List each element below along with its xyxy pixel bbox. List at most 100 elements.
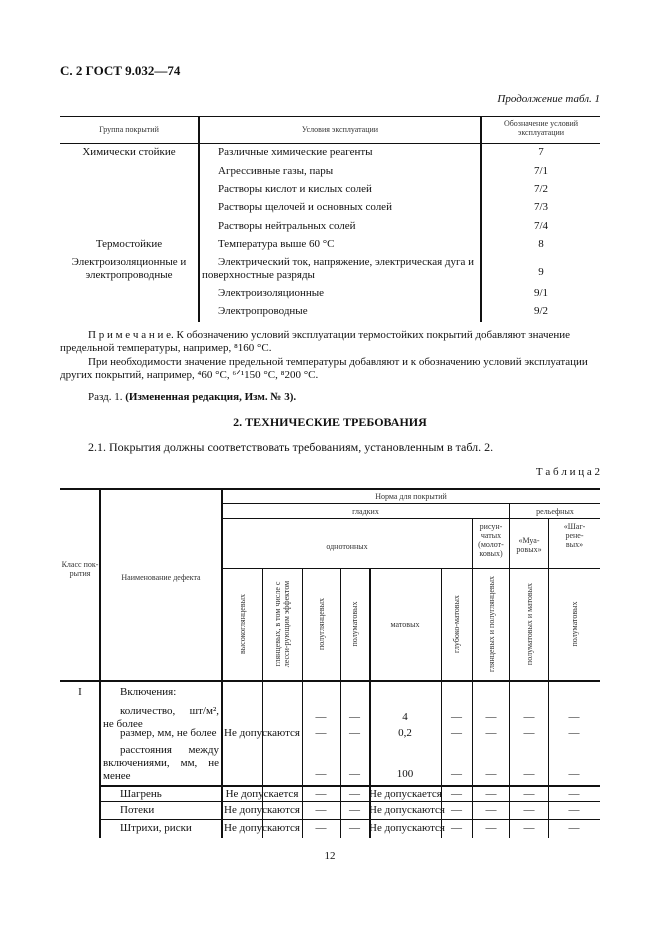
column-header: глянцевых и полуглянцевых	[486, 575, 496, 673]
column-header: «Муа-ровых»	[516, 536, 542, 554]
column-header: глубоко-матовых	[452, 595, 461, 653]
column-header: полуматовых и матовых	[524, 582, 534, 666]
dash-cell: —	[315, 727, 327, 739]
column-header: глянцевых, в том числе с лесси-рующим эф…	[273, 580, 291, 668]
dash-cell: —	[523, 711, 535, 723]
column-header: Условия эксплуатации	[301, 125, 379, 134]
dash-cell: —	[349, 768, 360, 780]
dash-cell: —	[568, 804, 580, 816]
column-header: высокоглянцевых	[237, 594, 247, 654]
defect-name: размер, мм, не более	[120, 727, 217, 739]
dash-cell: —	[451, 788, 462, 800]
page-code: С. 2 ГОСТ 9.032—74	[60, 63, 181, 78]
continuation-label: Продолжение табл. 1	[497, 93, 600, 105]
norm-cell: Не допускается	[225, 788, 299, 800]
note-line-1: П р и м е ч а н и е. К обозначению услов…	[88, 329, 571, 341]
column-header: полуматовых	[350, 601, 359, 647]
dash-cell: —	[451, 804, 462, 816]
norm-cell: 4	[402, 711, 408, 723]
code-cell: 7/1	[533, 165, 549, 177]
column-header: матовых	[390, 620, 420, 629]
dash-cell: —	[451, 727, 462, 739]
condition-cell: Различные химические реагенты	[218, 146, 373, 158]
dash-cell: —	[568, 822, 580, 834]
dash-cell: —	[451, 822, 462, 834]
norm-cell: Не допускаются	[224, 822, 300, 834]
group-cell: Химически стойкие	[82, 146, 176, 158]
dash-cell: —	[315, 768, 327, 780]
dash-cell: —	[315, 822, 327, 834]
defect-name: Включения:	[120, 686, 177, 698]
column-header: однотонных	[326, 542, 368, 551]
code-cell: 7/2	[533, 183, 549, 195]
column-header: гладких	[352, 507, 379, 516]
condition-cell: Растворы нейтральных солей	[218, 220, 356, 232]
defect-name: расстояния между включениями, мм, не мен…	[103, 744, 219, 782]
dash-cell: —	[349, 822, 360, 834]
code-cell: 7/4	[533, 220, 549, 232]
group-cell: Электроизоляционные и электропроводные	[71, 256, 187, 281]
dash-cell: —	[485, 788, 497, 800]
dash-cell: —	[485, 768, 497, 780]
column-header: полуглянцевых	[316, 598, 326, 650]
norm-cell: Не допускается	[369, 788, 442, 800]
dash-cell: —	[315, 711, 327, 723]
paragraph: 2.1. Покрытия должны соответствовать тре…	[88, 440, 494, 454]
dash-cell: —	[523, 788, 535, 800]
group-cell: Термостойкие	[95, 238, 163, 250]
column-header: Группа покрытий	[99, 125, 159, 134]
defect-name: Потеки	[120, 804, 155, 816]
column-header: Наименование дефекта	[121, 573, 201, 582]
section-title: 2. ТЕХНИЧЕСКИЕ ТРЕБОВАНИЯ	[233, 415, 427, 429]
dash-cell: —	[568, 727, 580, 739]
column-header: рисун-чатых (молот-ковых)	[478, 522, 504, 558]
dash-cell: —	[568, 788, 580, 800]
dash-cell: —	[523, 768, 535, 780]
dash-cell: —	[485, 727, 497, 739]
defect-name: Шагрень	[120, 788, 162, 800]
dash-cell: —	[485, 711, 497, 723]
revision-note: Разд. 1. (Измененная редакция, Изм. № 3)…	[88, 391, 297, 403]
condition-cell: Температура выше 60 °С	[218, 238, 335, 250]
class-cell: I	[78, 686, 82, 698]
column-header: Обозначение условий эксплуатации	[503, 119, 579, 137]
dash-cell: —	[568, 768, 580, 780]
note-line-2: предельной температуры, например, ⁸160 °…	[60, 342, 272, 354]
dash-cell: —	[349, 727, 360, 739]
code-cell: 9/1	[533, 287, 549, 299]
code-cell: 7/3	[533, 201, 549, 213]
code-cell: 8	[538, 238, 544, 250]
norm-cell: Не допускаются	[224, 727, 300, 739]
note-line-3: При необходимости значение предельной те…	[88, 356, 588, 368]
dash-cell: —	[315, 804, 327, 816]
column-header: Класс пок-рытия	[61, 560, 99, 578]
dash-cell: —	[349, 711, 360, 723]
dash-cell: —	[485, 822, 497, 834]
note-line-4: других покрытий, например, ⁴60 °С, ⁶ᐟ¹15…	[60, 369, 319, 381]
condition-cell: Электроизоляционные	[218, 287, 325, 299]
dash-cell: —	[523, 804, 535, 816]
table-2-label: Т а б л и ц а 2	[535, 466, 600, 478]
dash-cell: —	[523, 727, 535, 739]
norm-cell: 100	[396, 768, 414, 780]
column-header: полуматовых	[569, 601, 579, 647]
code-cell: 7	[538, 146, 544, 158]
dash-cell: —	[451, 768, 462, 780]
norm-cell: Не допускаются	[224, 804, 300, 816]
dash-cell: —	[451, 711, 462, 723]
dash-cell: —	[349, 804, 360, 816]
defect-name: количество, шт/м², не более	[103, 705, 219, 730]
dash-cell: —	[568, 711, 580, 723]
norm-cell: 0,2	[398, 727, 412, 739]
condition-cell: Электрический ток, напряжение, электриче…	[202, 256, 475, 281]
column-header: Норма для покрытий	[375, 492, 447, 501]
condition-cell: Электропроводные	[218, 305, 308, 317]
page-number: 12	[324, 850, 336, 862]
code-cell: 9/2	[533, 305, 549, 317]
defect-name: Штрихи, риски	[120, 822, 192, 834]
condition-cell: Агрессивные газы, пары	[218, 165, 334, 177]
code-cell: 9	[538, 266, 544, 278]
dash-cell: —	[523, 822, 535, 834]
norm-cell: Не допускаются	[369, 804, 445, 816]
